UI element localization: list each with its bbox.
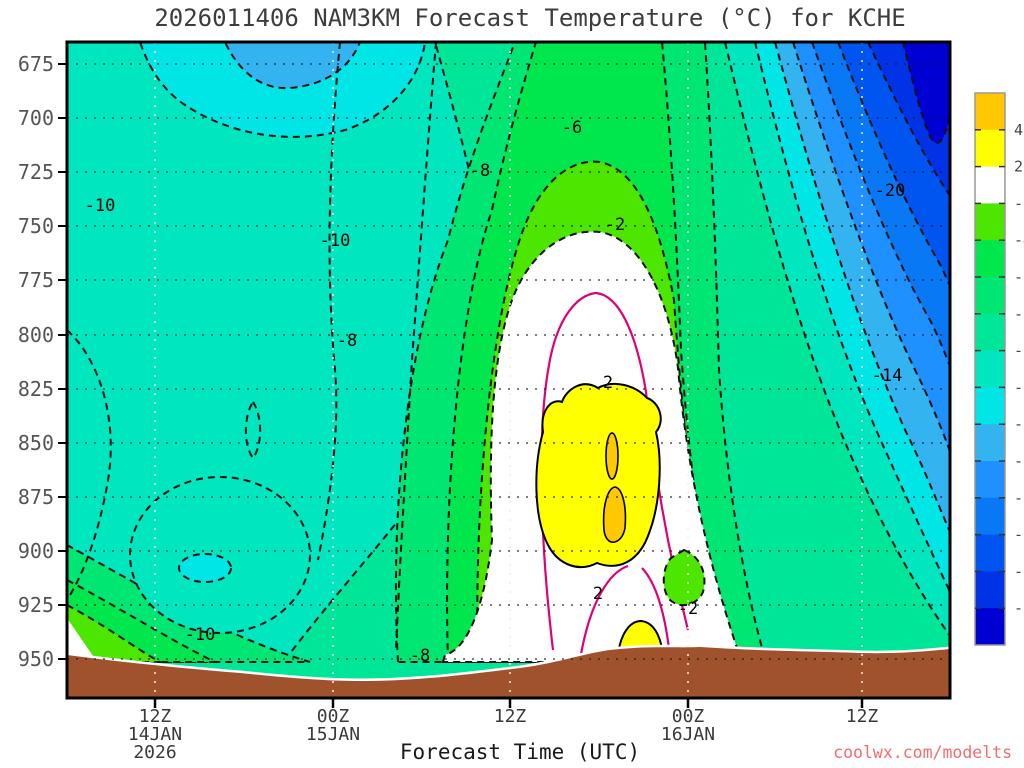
filled-contour-regions xyxy=(67,42,950,698)
colorbar-segment xyxy=(975,93,1005,131)
colorbar-label: 2 xyxy=(1014,158,1023,176)
y-tick-label: 850 xyxy=(18,431,54,455)
colorbar-label: -24 xyxy=(1014,599,1024,617)
terrain-surface xyxy=(67,647,950,697)
plot-frame xyxy=(65,40,952,700)
contour-label: -10 xyxy=(85,196,116,216)
region-green-island-in-white xyxy=(662,548,706,607)
colorbar-segment xyxy=(975,497,1005,536)
x-axis-label: Forecast Time (UTC) xyxy=(400,740,640,764)
x-tick-label: 12Z xyxy=(846,706,879,727)
colorbar-segment xyxy=(975,166,1005,204)
colorbar-segment xyxy=(975,240,1005,278)
contour-label: 2 xyxy=(593,584,603,604)
contour-label: -8 xyxy=(470,161,490,181)
zero-degree-contour-lower-left xyxy=(578,564,629,661)
x-tick-label: 12Z xyxy=(494,706,527,727)
x-tick-label: 12Z xyxy=(139,706,172,727)
region-gold-core-upper xyxy=(605,432,619,480)
contour-labels: -10 -10 -8 -6 -2 -8 2 -20 -14 -10 -8 2 -2 xyxy=(85,118,906,666)
y-tick-label: 750 xyxy=(18,214,54,238)
contour-loop-mid-left xyxy=(244,401,262,460)
region-yellow-core xyxy=(535,382,662,568)
chart-title: 2026011406 NAM3KM Forecast Temperature (… xyxy=(154,4,905,32)
colorbar-label: -6 xyxy=(1014,268,1024,286)
colorbar-label: -14 xyxy=(1014,415,1024,433)
y-tick-label: 825 xyxy=(18,377,54,401)
colorbar-segment xyxy=(975,461,1005,499)
y-tick-label: 950 xyxy=(18,647,54,671)
colorbar-label: -4 xyxy=(1014,231,1024,249)
y-tick-label: 925 xyxy=(18,593,54,617)
colorbar-segment xyxy=(975,608,1005,646)
colorbar-segment xyxy=(975,313,1005,352)
vertical-gridlines xyxy=(154,42,863,698)
region-blue-core-top-left xyxy=(223,42,362,90)
contour-line-dome-left xyxy=(395,42,437,651)
region-green-bottom-left-3 xyxy=(67,603,164,663)
colorbar-segment xyxy=(975,571,1005,609)
colorbar-label: 4 xyxy=(1014,121,1023,139)
colorbar-segment xyxy=(975,424,1005,462)
colorbar-segment xyxy=(975,387,1005,425)
colorbar-label: -12 xyxy=(1014,378,1024,396)
y-tick-label: 900 xyxy=(18,539,54,563)
region-darkblue-corner xyxy=(901,42,950,144)
colorbar-border xyxy=(974,92,1006,646)
colorbar: 4 2 -2 -4 -6 -8 -10 -12 -14 -16 -18 -20 -22 -24 xyxy=(974,92,1024,646)
x-tick-label: 2026 xyxy=(133,742,176,763)
region-cyan-top-left xyxy=(138,42,427,138)
colorbar-segment xyxy=(975,277,1005,315)
contour-line-left-edge xyxy=(67,329,112,601)
y-tick-label: 675 xyxy=(18,52,54,76)
x-tick-label: 16JAN xyxy=(661,724,715,745)
colorbar-segment xyxy=(975,350,1005,388)
colorbar-label: -10 xyxy=(1014,342,1024,360)
region-gold-core-lower xyxy=(602,486,627,543)
colorbar-label: -20 xyxy=(1014,526,1024,544)
colorbar-label: -8 xyxy=(1014,305,1024,323)
y-tick-label: 800 xyxy=(18,323,54,347)
contour-label: -2 xyxy=(605,215,625,235)
y-tick-label: 700 xyxy=(18,106,54,130)
y-tick-label: 775 xyxy=(18,268,54,292)
colorbar-label: -2 xyxy=(1014,194,1024,212)
contour-label: -8 xyxy=(410,646,430,666)
y-tick-label: 875 xyxy=(18,485,54,509)
region-white-sliver-bottom-left xyxy=(67,618,93,656)
x-tick-label: 15JAN xyxy=(306,724,360,745)
contour-label: -10 xyxy=(185,625,216,645)
colorbar-label: -22 xyxy=(1014,562,1024,580)
colorbar-segment xyxy=(975,203,1005,241)
contour-label: -8 xyxy=(337,331,357,351)
region-cyan-spot-lower-left xyxy=(178,553,232,583)
contour-label: 2 xyxy=(603,373,613,393)
watermark-link[interactable]: coolwx.com/modelts xyxy=(833,743,1012,762)
y-axis: 675 700 725 750 775 800 825 850 875 900 925 950 xyxy=(18,52,67,671)
colorbar-segment xyxy=(975,129,1005,168)
colorbar-segment xyxy=(975,534,1005,572)
contour-label: -10 xyxy=(320,231,351,251)
contour-label: -6 xyxy=(562,118,582,138)
colorbar-label: -18 xyxy=(1014,489,1024,507)
colorbar-label: -16 xyxy=(1014,452,1024,470)
x-tick-label: 00Z xyxy=(317,706,350,727)
x-tick-label: 00Z xyxy=(672,706,705,727)
x-tick-label: 14JAN xyxy=(128,724,182,745)
region-teal-pocket-lower-left xyxy=(129,476,311,634)
contour-label: -2 xyxy=(678,599,698,619)
contour-line-upper-left xyxy=(317,42,341,561)
horizontal-gridlines xyxy=(67,63,950,660)
y-tick-label: 725 xyxy=(18,160,54,184)
contour-label: -20 xyxy=(875,181,906,201)
contour-label: -14 xyxy=(872,366,903,386)
